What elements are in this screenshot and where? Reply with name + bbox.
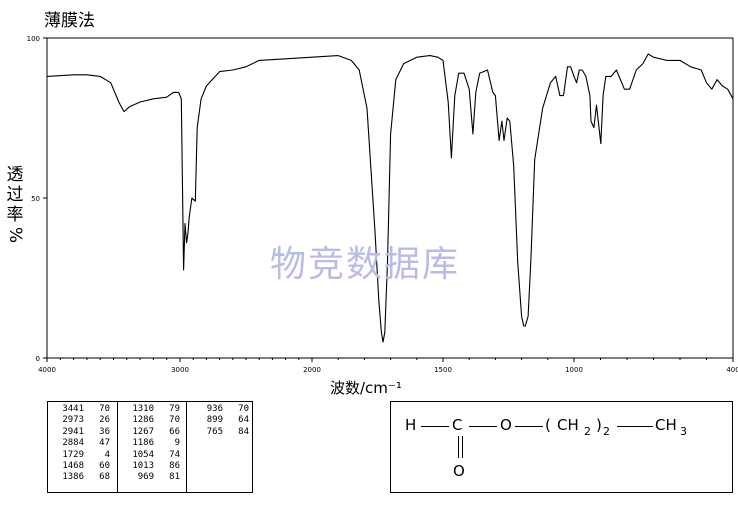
peak-transmittance: 79 <box>169 404 180 414</box>
x-tick-label-2000: 2000 <box>303 366 321 374</box>
peak-transmittance: 86 <box>169 461 180 472</box>
bond-chain-ch3 <box>617 426 653 427</box>
peak-transmittance: 68 <box>99 472 110 483</box>
y-tick-label-100: 100 <box>27 35 40 43</box>
peak-row: 969 81 <box>120 472 184 483</box>
y-tick-label-50: 50 <box>31 195 40 203</box>
peak-row: 1468 60 <box>50 461 115 472</box>
peak-transmittance: 26 <box>99 415 110 426</box>
peak-wavenumber: 899 <box>206 415 223 426</box>
group-ch3: CH <box>655 416 677 434</box>
peak-wavenumber: 2973 <box>62 415 84 426</box>
watermark: 物竞数据库 <box>270 244 461 285</box>
peak-wavenumber: 1267 <box>132 426 154 437</box>
y-axis-title: 透 过 率 % <box>4 165 26 245</box>
peak-transmittance: 70 <box>99 404 110 414</box>
bond-c-o-double-1 <box>458 436 459 458</box>
x-tick-label-1500: 1500 <box>434 366 452 374</box>
subscript-3: 3 <box>680 425 687 438</box>
group-ch2: CH <box>557 416 579 434</box>
peak-row: 3441 70 <box>50 404 115 415</box>
atom-o-ether: O <box>500 416 512 434</box>
y-axis-title-char-2: 过 <box>6 185 24 205</box>
peak-wavenumber: 1054 <box>132 449 154 460</box>
peak-row: 765 84 <box>189 427 250 438</box>
peak-row: 1386 68 <box>50 472 115 483</box>
peak-wavenumber: 1310 <box>132 404 154 414</box>
peak-transmittance: 36 <box>99 426 110 437</box>
y-axis-title-char-1: 透 <box>6 165 24 185</box>
peak-transmittance: 70 <box>169 415 180 426</box>
close-paren: ) <box>596 416 602 434</box>
peak-transmittance: 66 <box>169 426 180 437</box>
x-axis-title: 波数/cm⁻¹ <box>330 379 402 397</box>
peak-row: 2941 36 <box>50 427 115 438</box>
atom-c: C <box>452 416 463 434</box>
plot-frame <box>46 37 734 359</box>
peak-row: 2973 26 <box>50 415 115 426</box>
structure-formula: H C O ( CH 2 ) 2 CH 3 O <box>390 401 733 493</box>
peak-row: 1013 86 <box>120 461 184 472</box>
peak-wavenumber: 1186 <box>132 438 154 449</box>
peak-transmittance: 47 <box>99 438 110 449</box>
y-axis-title-char-3: 率 <box>6 205 24 225</box>
peak-row: 936 70 <box>189 404 250 415</box>
peak-row: 1186 9 <box>120 438 184 449</box>
bond-c-o <box>469 426 497 427</box>
peak-row: 1310 79 <box>120 404 184 415</box>
spectrum-line <box>46 53 734 343</box>
peak-row: 899 64 <box>189 415 250 426</box>
bond-c-o-double-2 <box>462 436 463 458</box>
open-paren: ( <box>545 416 551 434</box>
peak-wavenumber: 969 <box>137 472 154 483</box>
x-tick-label-3000: 3000 <box>171 366 189 374</box>
peak-column-1: 3441 70 2973 26 2941 36 2884 47 1729 4 1468 60 1386 6… <box>48 402 118 492</box>
peak-wavenumber: 2941 <box>62 426 84 437</box>
x-tick-label-400: 400 <box>726 366 738 374</box>
peak-column-2: 1310 79 1286 70 1267 66 1186 9 1054 74 1013 86 969 81 <box>118 402 187 492</box>
peak-wavenumber: 2884 <box>62 438 84 449</box>
subscript-2: 2 <box>584 425 591 438</box>
peak-column-3: 936 70 899 64 765 84 <box>187 402 252 492</box>
peak-transmittance: 60 <box>99 461 110 472</box>
peak-row: 1267 66 <box>120 427 184 438</box>
peak-row: 2884 47 <box>50 438 115 449</box>
y-tick-label-0: 0 <box>36 355 40 363</box>
bond-o-chain <box>515 426 543 427</box>
peak-wavenumber: 1286 <box>132 415 154 426</box>
peak-transmittance: 70 <box>238 404 249 414</box>
peak-wavenumber: 1729 <box>62 449 84 460</box>
peak-wavenumber: 765 <box>206 426 223 437</box>
bond-h-c <box>421 426 449 427</box>
peak-row: 1054 74 <box>120 450 184 461</box>
atom-h: H <box>405 416 417 434</box>
subscript-repeat-2: 2 <box>603 425 610 438</box>
peak-row: 1729 4 <box>50 450 115 461</box>
peak-wavenumber: 3441 <box>62 404 84 414</box>
atom-o-carbonyl: O <box>453 462 465 480</box>
x-tick-label-1000: 1000 <box>565 366 583 374</box>
x-tick-label-4000: 4000 <box>38 366 56 374</box>
peak-transmittance: 9 <box>174 438 180 449</box>
peak-transmittance: 74 <box>169 449 180 460</box>
peak-wavenumber: 936 <box>206 404 223 414</box>
y-axis-title-unit: % <box>5 226 25 244</box>
peak-row: 1286 70 <box>120 415 184 426</box>
peak-transmittance: 81 <box>169 472 180 483</box>
peak-wavenumber: 1386 <box>62 472 84 483</box>
peak-wavenumber: 1468 <box>62 461 84 472</box>
peak-table: 3441 70 2973 26 2941 36 2884 47 1729 4 1468 60 1386 6… <box>47 401 253 493</box>
peak-transmittance: 4 <box>104 449 110 460</box>
peak-transmittance: 84 <box>238 426 249 437</box>
peak-wavenumber: 1013 <box>132 461 154 472</box>
peak-transmittance: 64 <box>238 415 249 426</box>
chart-title: 薄膜法 <box>44 11 95 31</box>
